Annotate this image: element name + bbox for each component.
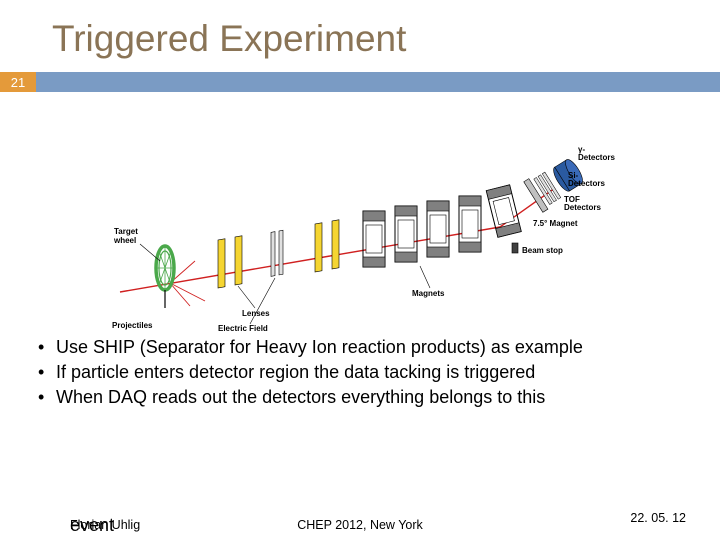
ship-separator-diagram: Projectiles Target wheel Lenses Electric… bbox=[0, 106, 720, 336]
label-75-magnet: 7.5° Magnet bbox=[533, 219, 578, 228]
footer-conference: CHEP 2012, New York bbox=[270, 518, 450, 532]
magnets-group bbox=[363, 196, 481, 267]
label-magnets: Magnets bbox=[412, 289, 445, 298]
header-bar-fill bbox=[36, 72, 720, 92]
label-projectiles: Projectiles bbox=[112, 321, 153, 330]
label-lenses: Lenses bbox=[242, 309, 270, 318]
page-title: Triggered Experiment bbox=[0, 0, 720, 72]
svg-text:Detectors: Detectors bbox=[568, 179, 605, 188]
electric-field-plates bbox=[271, 230, 283, 276]
bullet-item: Use SHIP (Separator for Heavy Ion reacti… bbox=[34, 336, 686, 359]
svg-text:wheel: wheel bbox=[113, 236, 136, 245]
footer-author: Florian Uhlig bbox=[70, 518, 140, 532]
diagram-labels: Projectiles Target wheel Lenses Electric… bbox=[112, 145, 615, 333]
bullet-list: Use SHIP (Separator for Heavy Ion reacti… bbox=[0, 336, 720, 409]
target-wheel bbox=[156, 246, 174, 308]
beam-stop bbox=[512, 243, 518, 253]
bullet-item: If particle enters detector region the d… bbox=[34, 361, 686, 384]
svg-text:Detectors: Detectors bbox=[578, 153, 615, 162]
label-electric-field: Electric Field bbox=[218, 324, 268, 333]
slide-number: 21 bbox=[0, 72, 36, 92]
slide-header-bar: 21 bbox=[0, 72, 720, 92]
bend-magnet bbox=[486, 185, 521, 237]
bullet-item: When DAQ reads out the detectors everyth… bbox=[34, 386, 686, 409]
svg-text:Detectors: Detectors bbox=[564, 203, 601, 212]
lenses-group bbox=[218, 220, 339, 288]
label-beam-stop: Beam stop bbox=[522, 246, 563, 255]
footer-date: 22. 05. 12 bbox=[630, 511, 686, 525]
label-target-wheel: Target bbox=[114, 227, 138, 236]
